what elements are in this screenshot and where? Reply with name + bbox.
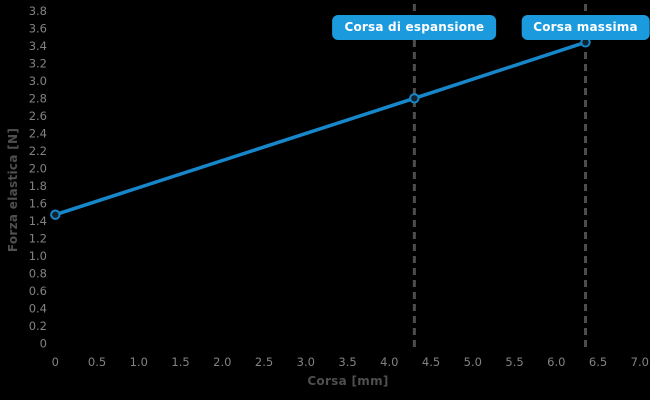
y-tick-label: 2.6: [29, 109, 47, 123]
y-tick-label: 2.0: [29, 161, 47, 175]
y-tick-label: 0.6: [29, 284, 47, 298]
x-tick-label: 3.5: [338, 355, 356, 369]
y-tick-label: 2.4: [29, 126, 47, 140]
x-tick-label: 7.0: [631, 355, 649, 369]
y-tick-label: 0.4: [29, 301, 47, 315]
x-tick-label: 3.0: [297, 355, 315, 369]
x-tick-label: 1.0: [130, 355, 148, 369]
y-tick-label: 1.4: [29, 214, 47, 228]
annotation-label-corsa-massima: Corsa massima: [521, 15, 650, 40]
y-tick-label: 0.2: [29, 319, 47, 333]
x-tick-label: 1.5: [171, 355, 189, 369]
x-tick-label: 2.0: [213, 355, 231, 369]
x-tick-label: 4.5: [422, 355, 440, 369]
annotation-label-corsa-di-espansione: Corsa di espansione: [332, 15, 497, 40]
y-tick-label: 1.0: [29, 249, 47, 263]
y-tick-label: 0.8: [29, 266, 47, 280]
y-tick-label: 1.6: [29, 196, 47, 210]
y-axis-title: Forza elastica [N]: [6, 127, 20, 253]
x-tick-label: 0: [52, 355, 59, 369]
x-tick-label: 6.0: [547, 355, 565, 369]
y-tick-label: 3.6: [29, 21, 47, 35]
y-tick-label: 3.4: [29, 39, 47, 53]
x-tick-label: 4.0: [380, 355, 398, 369]
x-tick-label: 6.5: [589, 355, 607, 369]
data-point-marker: [50, 209, 61, 220]
x-tick-label: 2.5: [255, 355, 273, 369]
y-tick-label: 1.8: [29, 179, 47, 193]
y-tick-label: 3.0: [29, 74, 47, 88]
x-tick-label: 5.5: [505, 355, 523, 369]
y-tick-label: 2.2: [29, 144, 47, 158]
y-tick-label: 0: [40, 336, 47, 350]
y-tick-label: 1.2: [29, 231, 47, 245]
y-tick-label: 3.2: [29, 56, 47, 70]
data-point-marker: [409, 93, 420, 104]
x-axis-title: Corsa [mm]: [307, 374, 389, 388]
series-line: [54, 40, 587, 217]
y-tick-label: 3.8: [29, 4, 47, 18]
y-tick-label: 2.8: [29, 91, 47, 105]
x-tick-label: 5.0: [464, 355, 482, 369]
x-tick-label: 0.5: [88, 355, 106, 369]
